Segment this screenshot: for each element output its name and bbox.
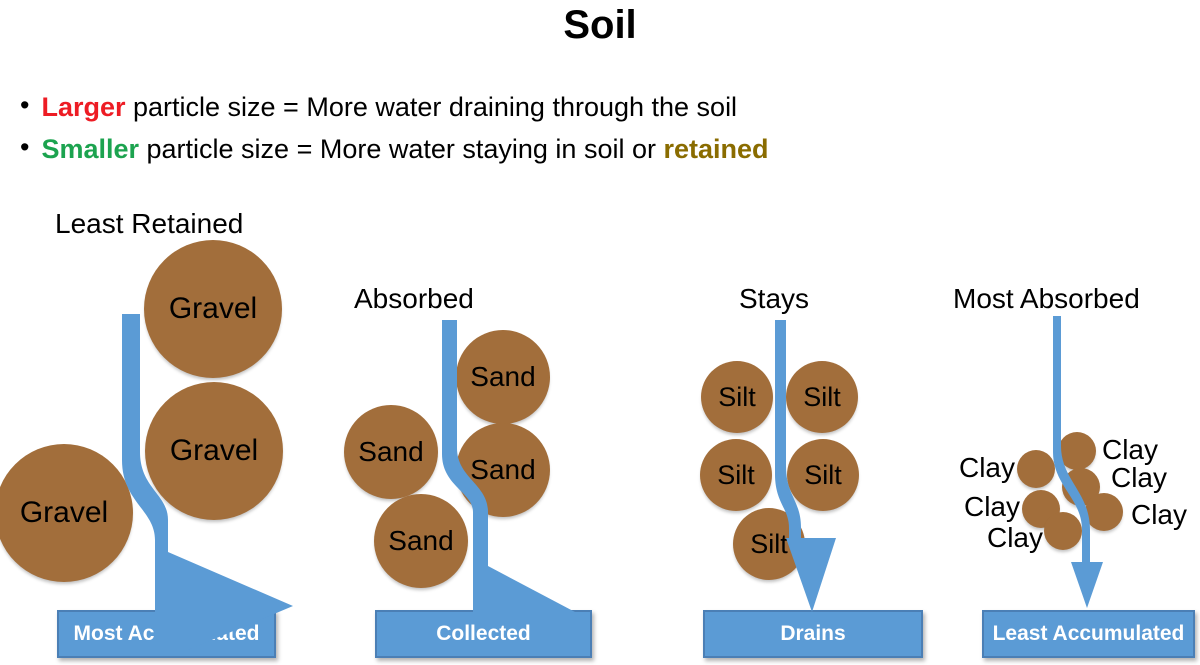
- bullet-text: particle size = More water draining thro…: [125, 92, 738, 122]
- particle-label: Gravel: [169, 434, 259, 467]
- clay-particle: [1044, 512, 1082, 550]
- gravel-particle: Gravel: [145, 382, 283, 520]
- bar-label: Most Accumulated: [73, 622, 260, 645]
- clay-label: Clay: [1101, 434, 1159, 465]
- clay-label: Clay: [1130, 499, 1188, 530]
- sand-particle: Sand: [344, 405, 438, 499]
- silt-particle: Silt: [701, 361, 773, 433]
- clay-particle: [1017, 450, 1055, 488]
- clay-particle: [1085, 493, 1123, 531]
- bullet-icon: •: [20, 90, 30, 120]
- clay-label: Clay: [986, 522, 1044, 553]
- accumulation-bar-clay: Least Accumulated: [982, 610, 1195, 658]
- column-header-clay: Most Absorbed: [953, 283, 1140, 314]
- bullet-list: • Larger particle size = More water drain…: [20, 86, 769, 170]
- particle-label: Gravel: [19, 496, 109, 529]
- highlight-larger: Larger: [41, 92, 126, 122]
- arrowhead: [1071, 562, 1103, 608]
- particle-label: Silt: [750, 528, 788, 559]
- bar-label: Least Accumulated: [992, 622, 1185, 645]
- gravel-particle: Gravel: [144, 240, 282, 378]
- particle-label: Gravel: [168, 292, 258, 325]
- arrowhead: [488, 566, 575, 612]
- silt-particle: Silt: [786, 361, 858, 433]
- sand-particle: Sand: [456, 330, 550, 424]
- bar-label: Drains: [780, 622, 846, 645]
- bullet-text: particle size = More water staying in so…: [139, 134, 664, 164]
- column-header-sand: Absorbed: [354, 283, 474, 314]
- bar-label: Collected: [436, 622, 531, 645]
- accumulation-bar-gravel: Most Accumulated: [57, 610, 276, 658]
- particle-label: Sand: [358, 436, 424, 467]
- particle-label: Silt: [718, 381, 756, 412]
- page-title: Soil: [563, 3, 637, 47]
- particle-label: Sand: [388, 525, 454, 556]
- silt-particle: Silt: [787, 439, 859, 511]
- clay-label: Clay: [963, 491, 1021, 522]
- silt-particle: Silt: [733, 508, 805, 580]
- column-header-gravel: Least Retained: [55, 208, 244, 239]
- clay-particle: [1058, 432, 1096, 470]
- gravel-particle: Gravel: [0, 444, 133, 582]
- sand-particle: Sand: [374, 494, 468, 588]
- particle-label: Sand: [470, 454, 536, 485]
- particle-label: Sand: [470, 361, 536, 392]
- highlight-smaller: Smaller: [41, 134, 140, 164]
- bullet-item-larger: • Larger particle size = More water drain…: [20, 86, 769, 128]
- accumulation-bar-silt: Drains: [703, 610, 923, 658]
- particle-label: Silt: [803, 381, 841, 412]
- clay-label: Clay: [1110, 462, 1168, 493]
- bullet-icon: •: [20, 132, 30, 162]
- column-header-silt: Stays: [739, 283, 810, 314]
- particle-label: Silt: [804, 459, 842, 490]
- highlight-retained: retained: [663, 134, 769, 164]
- accumulation-bar-sand: Collected: [375, 610, 592, 658]
- bullet-item-smaller: • Smaller particle size = More water stay…: [20, 128, 769, 170]
- clay-label: Clay: [958, 452, 1016, 483]
- silt-particle: Silt: [700, 439, 772, 511]
- sand-particle: Sand: [456, 423, 550, 517]
- particle-label: Silt: [717, 459, 755, 490]
